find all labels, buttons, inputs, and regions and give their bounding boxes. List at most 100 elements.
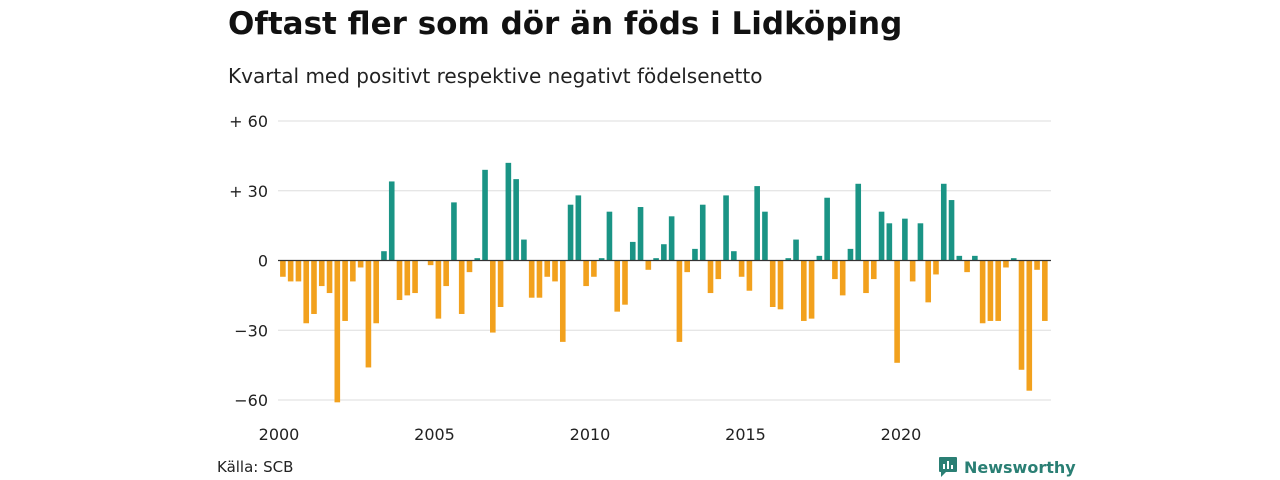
bar [280, 260, 286, 277]
bar [917, 223, 924, 261]
bar [909, 260, 916, 282]
y-tick-label: 0 [258, 252, 268, 271]
bar [824, 197, 830, 261]
newsworthy-logo-icon [939, 457, 957, 477]
y-tick-label: −30 [234, 321, 268, 340]
bar [1034, 260, 1040, 270]
bar [287, 260, 294, 282]
bar [482, 169, 488, 261]
bar [902, 218, 908, 261]
bar [769, 260, 776, 307]
bar [536, 260, 543, 298]
bar [839, 260, 846, 296]
bar [583, 260, 589, 287]
bar [350, 260, 356, 282]
y-tick-label: + 30 [229, 182, 268, 201]
bar [1010, 258, 1017, 261]
bar [598, 258, 605, 261]
bar [567, 204, 574, 261]
bar [723, 195, 729, 261]
bar [801, 260, 807, 321]
bar [365, 260, 372, 368]
bar [1026, 260, 1033, 391]
bar [707, 260, 714, 294]
bar [878, 211, 885, 261]
bar [1018, 260, 1025, 370]
bar [816, 255, 823, 261]
bar [956, 255, 963, 261]
bar [458, 260, 465, 314]
bar [1003, 260, 1009, 268]
bar [754, 186, 760, 261]
bar [668, 216, 675, 261]
bar [443, 260, 449, 287]
bar [979, 260, 986, 324]
bar [513, 179, 519, 261]
bar [412, 260, 418, 294]
bar [435, 260, 442, 319]
bar [645, 260, 652, 270]
brand-logo: Newsworthy [938, 455, 1076, 479]
bar [388, 181, 395, 261]
x-tick-label: 2020 [881, 425, 922, 444]
bar [637, 207, 644, 261]
bar [552, 260, 558, 282]
bar [295, 260, 302, 282]
x-tick-label: 2000 [259, 425, 300, 444]
bar [404, 260, 411, 296]
bar [544, 260, 551, 277]
bar [490, 260, 496, 333]
bar [357, 260, 364, 268]
bar [614, 260, 621, 312]
bar [699, 204, 706, 261]
bar [995, 260, 1001, 321]
bar [575, 195, 582, 261]
bar [925, 260, 932, 303]
bar [684, 260, 690, 273]
brand-name: Newsworthy [964, 457, 1076, 477]
bar [855, 183, 862, 261]
bar [785, 258, 792, 261]
bar [622, 260, 628, 305]
bar [863, 260, 869, 294]
bar [762, 211, 768, 261]
bar [334, 260, 341, 403]
bar [427, 260, 434, 266]
chart-title: Oftast fler som dör än föds i Lidköping [228, 6, 903, 42]
bar [715, 260, 722, 280]
chart-subtitle: Kvartal med positivt respektive negativt… [228, 64, 763, 88]
bar [396, 260, 403, 301]
source-note: Källa: SCB [217, 458, 294, 476]
bar [466, 260, 473, 273]
bar [870, 260, 877, 280]
y-tick-label: −60 [234, 391, 268, 410]
bar [731, 251, 737, 261]
bar [793, 239, 799, 261]
bar [528, 260, 535, 298]
bar [847, 248, 854, 261]
bar [326, 260, 333, 294]
bar [661, 244, 667, 261]
bar [311, 260, 317, 314]
bar [777, 260, 784, 310]
bar [808, 260, 815, 319]
bar [933, 260, 939, 275]
bar [653, 258, 659, 261]
bar [497, 260, 504, 307]
bar [342, 260, 348, 321]
bar [303, 260, 310, 324]
bar [373, 260, 379, 324]
bar [948, 200, 955, 261]
bar [381, 251, 387, 261]
x-tick-label: 2005 [414, 425, 455, 444]
bar [894, 260, 900, 363]
bar [521, 239, 527, 261]
bar [1042, 260, 1048, 321]
bar [629, 241, 636, 261]
x-tick-label: 2015 [725, 425, 766, 444]
bar [940, 183, 947, 261]
bar [692, 248, 698, 261]
bar [474, 258, 481, 261]
bar [559, 260, 566, 342]
